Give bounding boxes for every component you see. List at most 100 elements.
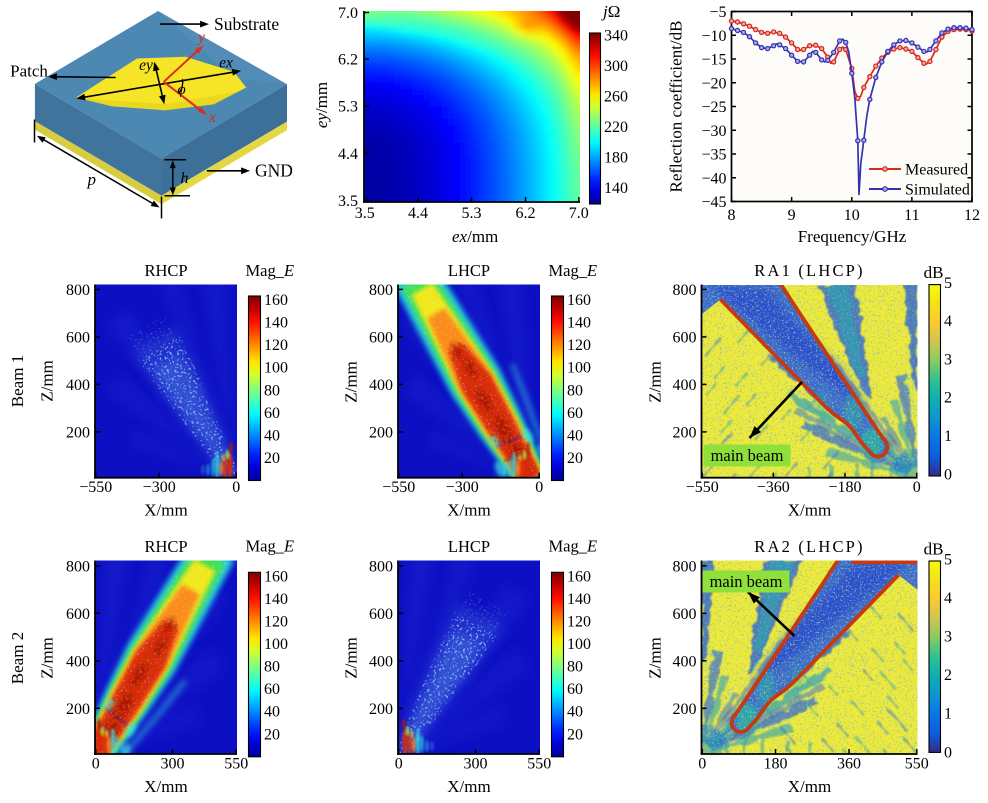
svg-text:800: 800 bbox=[66, 558, 90, 575]
svg-text:220: 220 bbox=[604, 119, 628, 136]
svg-text:Z/mm: Z/mm bbox=[646, 637, 665, 679]
svg-text:Z/mm: Z/mm bbox=[38, 360, 57, 402]
svg-text:X/mm: X/mm bbox=[144, 777, 187, 796]
svg-text:6.2: 6.2 bbox=[516, 205, 536, 222]
svg-text:80: 80 bbox=[264, 659, 280, 676]
svg-text:RA2 (LHCP): RA2 (LHCP) bbox=[754, 537, 864, 556]
svg-text:9: 9 bbox=[788, 207, 796, 224]
svg-text:−300: −300 bbox=[143, 479, 176, 496]
svg-text:600: 600 bbox=[673, 329, 697, 346]
svg-text:5.3: 5.3 bbox=[338, 99, 358, 116]
svg-text:−180: −180 bbox=[828, 479, 861, 496]
svg-text:Measured: Measured bbox=[905, 162, 968, 179]
svg-text:40: 40 bbox=[567, 704, 583, 721]
svg-text:−360: −360 bbox=[757, 479, 790, 496]
svg-text:0: 0 bbox=[395, 756, 403, 773]
svg-text:3.5: 3.5 bbox=[355, 205, 375, 222]
svg-text:main beam: main beam bbox=[711, 446, 784, 465]
svg-text:ey/mm: ey/mm bbox=[312, 82, 331, 128]
svg-text:260: 260 bbox=[604, 89, 628, 106]
svg-text:1: 1 bbox=[944, 706, 952, 723]
svg-text:Beam 1: Beam 1 bbox=[8, 355, 27, 407]
svg-text:400: 400 bbox=[66, 653, 90, 670]
svg-text:340: 340 bbox=[604, 28, 628, 45]
svg-text:400: 400 bbox=[673, 653, 697, 670]
svg-text:Frequency/GHz: Frequency/GHz bbox=[798, 227, 907, 246]
svg-text:LHCP: LHCP bbox=[448, 261, 490, 280]
svg-text:800: 800 bbox=[369, 558, 393, 575]
svg-text:RA1 (LHCP): RA1 (LHCP) bbox=[754, 261, 864, 280]
svg-text:800: 800 bbox=[369, 282, 393, 299]
svg-text:7.0: 7.0 bbox=[338, 5, 358, 22]
svg-text:Z/mm: Z/mm bbox=[38, 637, 57, 679]
svg-text:120: 120 bbox=[264, 613, 288, 630]
svg-text:300: 300 bbox=[464, 756, 488, 773]
svg-text:100: 100 bbox=[264, 636, 288, 653]
svg-text:X/mm: X/mm bbox=[447, 501, 490, 520]
svg-text:140: 140 bbox=[604, 180, 628, 197]
svg-text:X/mm: X/mm bbox=[788, 777, 831, 796]
svg-text:X/mm: X/mm bbox=[788, 501, 831, 520]
svg-text:ey: ey bbox=[139, 57, 153, 74]
svg-text:Z/mm: Z/mm bbox=[342, 637, 361, 679]
svg-text:dB: dB bbox=[924, 263, 944, 282]
svg-text:4: 4 bbox=[944, 590, 952, 607]
svg-text:RHCP: RHCP bbox=[144, 537, 187, 556]
svg-text:10: 10 bbox=[844, 207, 860, 224]
svg-text:40: 40 bbox=[567, 427, 583, 444]
svg-text:Z/mm: Z/mm bbox=[646, 361, 665, 403]
svg-text:800: 800 bbox=[673, 282, 697, 299]
svg-text:400: 400 bbox=[369, 653, 393, 670]
svg-text:6.2: 6.2 bbox=[338, 52, 358, 69]
svg-text:800: 800 bbox=[66, 282, 90, 299]
svg-text:3.5: 3.5 bbox=[338, 193, 358, 210]
svg-text:600: 600 bbox=[66, 329, 90, 346]
svg-text:40: 40 bbox=[264, 704, 280, 721]
svg-text:100: 100 bbox=[567, 636, 591, 653]
svg-text:0: 0 bbox=[913, 479, 921, 496]
svg-text:Substrate: Substrate bbox=[214, 14, 279, 34]
svg-text:300: 300 bbox=[604, 58, 628, 75]
svg-text:200: 200 bbox=[369, 424, 393, 441]
svg-text:2: 2 bbox=[944, 390, 952, 407]
svg-text:0: 0 bbox=[535, 479, 543, 496]
svg-text:0: 0 bbox=[92, 756, 100, 773]
svg-text:4.4: 4.4 bbox=[338, 146, 358, 163]
svg-text:120: 120 bbox=[567, 337, 591, 354]
svg-text:180: 180 bbox=[604, 150, 628, 167]
svg-text:−20: −20 bbox=[701, 75, 726, 92]
svg-text:400: 400 bbox=[369, 377, 393, 394]
svg-text:−550: −550 bbox=[79, 479, 112, 496]
svg-text:−10: −10 bbox=[701, 28, 726, 45]
svg-text:180: 180 bbox=[764, 756, 788, 773]
svg-text:600: 600 bbox=[66, 606, 90, 623]
svg-text:160: 160 bbox=[567, 292, 591, 309]
svg-text:Mag_E: Mag_E bbox=[549, 261, 598, 280]
svg-text:600: 600 bbox=[369, 329, 393, 346]
svg-text:−550: −550 bbox=[686, 479, 719, 496]
svg-text:Mag_E: Mag_E bbox=[246, 537, 295, 556]
svg-text:20: 20 bbox=[264, 726, 280, 743]
svg-text:20: 20 bbox=[567, 726, 583, 743]
svg-text:4.4: 4.4 bbox=[408, 205, 428, 222]
svg-text:360: 360 bbox=[837, 756, 861, 773]
svg-text:40: 40 bbox=[264, 427, 280, 444]
svg-text:dB: dB bbox=[924, 540, 944, 559]
svg-text:main beam: main beam bbox=[710, 572, 783, 591]
svg-text:Mag_E: Mag_E bbox=[246, 261, 295, 280]
svg-text:3: 3 bbox=[944, 351, 952, 368]
svg-text:RHCP: RHCP bbox=[144, 261, 187, 280]
svg-text:−5: −5 bbox=[709, 4, 726, 21]
svg-text:200: 200 bbox=[369, 701, 393, 718]
svg-text:120: 120 bbox=[567, 613, 591, 630]
svg-text:5: 5 bbox=[944, 275, 952, 292]
svg-text:5.3: 5.3 bbox=[462, 205, 482, 222]
svg-text:x: x bbox=[208, 109, 216, 126]
svg-text:−45: −45 bbox=[701, 194, 726, 211]
svg-text:140: 140 bbox=[567, 315, 591, 332]
svg-text:X/mm: X/mm bbox=[447, 777, 490, 796]
svg-text:2: 2 bbox=[944, 667, 952, 684]
svg-text:Beam 2: Beam 2 bbox=[8, 632, 27, 684]
svg-text:200: 200 bbox=[66, 701, 90, 718]
svg-text:1: 1 bbox=[944, 428, 952, 445]
